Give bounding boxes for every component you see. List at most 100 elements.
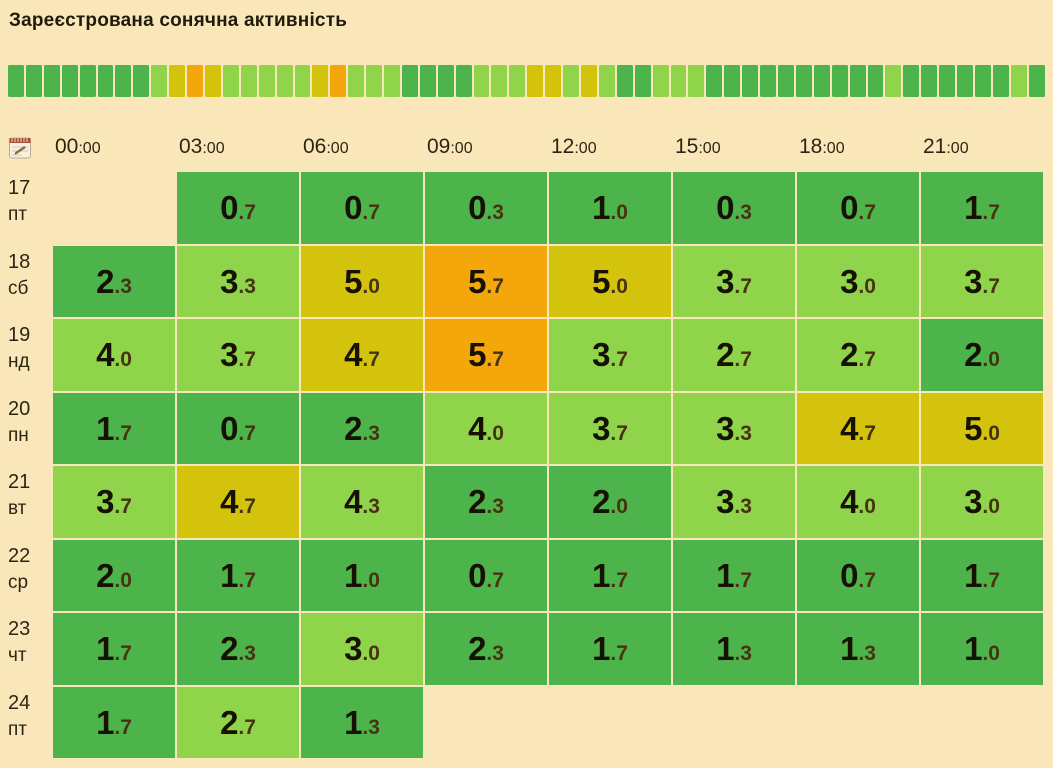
strip-cell <box>992 65 1009 97</box>
value-cell: 5.0 <box>549 245 671 317</box>
value-cell: 2.3 <box>177 613 299 685</box>
strip-cell <box>115 65 132 97</box>
strip-cell <box>276 65 293 97</box>
day-label: 20 пн <box>0 393 51 465</box>
strip-cell <box>1028 65 1045 97</box>
strip-cell <box>777 65 794 97</box>
strip-cell <box>258 65 275 97</box>
day-label: 19 нд <box>0 319 51 391</box>
strip-cell <box>903 65 920 97</box>
strip-cell <box>473 65 490 97</box>
page-title: Зареєстрована сонячна активність <box>9 10 348 31</box>
value-cell: 3.7 <box>549 392 671 464</box>
strip-cell <box>1010 65 1027 97</box>
day-date: 24 <box>8 691 31 714</box>
day-weekday: пт <box>8 204 27 225</box>
value-cell: 2.7 <box>797 319 919 391</box>
time-label: 09:00 <box>427 135 473 158</box>
strip-cell <box>724 65 741 97</box>
day-date: 22 <box>8 544 31 567</box>
notepad-calendar-icon <box>0 134 51 160</box>
day-date: 23 <box>8 618 31 640</box>
day-weekday: пт <box>8 718 27 740</box>
strip-cell <box>527 65 544 97</box>
value-cell: 3.7 <box>549 319 671 391</box>
value-cell: 0.7 <box>177 392 299 464</box>
time-label: 12:00 <box>551 135 597 158</box>
strip-cell <box>742 65 759 97</box>
time-label: 15:00 <box>675 135 721 158</box>
strip-cell <box>151 65 168 97</box>
day-label: 24 пт <box>0 687 51 759</box>
value-cell: 0.7 <box>797 172 919 244</box>
strip-cell <box>974 65 991 97</box>
strip-cell <box>634 65 651 97</box>
time-header: 00:00 03:00 06:00 09:00 12:00 15:00 18:00 21:00 <box>0 130 1045 164</box>
day-weekday: ср <box>8 571 29 593</box>
empty-cell <box>53 172 175 244</box>
strip-cell <box>813 65 830 97</box>
strip-cell <box>831 65 848 97</box>
value-cell: 1.7 <box>921 172 1043 244</box>
value-cell: 4.0 <box>797 466 919 538</box>
day-weekday: чт <box>8 645 27 666</box>
value-cell: 1.7 <box>549 539 671 611</box>
empty-cell <box>921 687 1043 759</box>
strip-cell <box>885 65 902 97</box>
day-label: 22 ср <box>0 540 51 612</box>
strip-cell <box>222 65 239 97</box>
strip-cell <box>312 65 329 97</box>
activity-strip <box>8 65 1045 97</box>
strip-cell <box>8 65 24 97</box>
value-cell: 1.7 <box>673 539 795 611</box>
value-cell: 1.7 <box>549 613 671 685</box>
strip-cell <box>563 65 579 97</box>
value-cell: 1.7 <box>921 539 1043 611</box>
empty-cell <box>425 687 547 759</box>
time-label: 00:00 <box>55 135 101 158</box>
strip-cell <box>670 65 687 97</box>
value-cell: 3.7 <box>177 319 299 391</box>
day-date: 19 <box>8 324 31 346</box>
strip-cell <box>598 65 615 97</box>
value-cell: 2.0 <box>549 466 671 538</box>
strip-cell <box>437 65 454 97</box>
day-label: 18 сб <box>0 246 51 318</box>
value-cell: 4.3 <box>301 466 423 538</box>
value-cell: 2.0 <box>53 539 175 611</box>
strip-cell <box>294 65 311 97</box>
time-label: 21:00 <box>923 135 969 158</box>
value-cell: 3.3 <box>673 392 795 464</box>
value-cell: 0.3 <box>673 172 795 244</box>
value-cell: 1.7 <box>177 539 299 611</box>
strip-cell <box>348 65 365 97</box>
strip-cell <box>616 65 633 97</box>
value-cell: 1.7 <box>53 392 175 464</box>
value-cell: 3.3 <box>673 466 795 538</box>
value-cell: 2.7 <box>673 319 795 391</box>
value-cell: 5.7 <box>425 319 547 391</box>
value-cell: 5.0 <box>301 245 423 317</box>
day-weekday: нд <box>8 351 30 372</box>
value-cell: 4.7 <box>301 319 423 391</box>
value-cell: 1.0 <box>921 613 1043 685</box>
day-weekday: сб <box>8 277 29 299</box>
day-date: 21 <box>8 471 31 493</box>
strip-cell <box>97 65 114 97</box>
strip-cell <box>957 65 973 97</box>
day-weekday: пн <box>8 424 29 446</box>
empty-cell <box>549 687 671 759</box>
value-cell: 3.3 <box>177 245 299 317</box>
strip-cell <box>384 65 400 97</box>
strip-cell <box>706 65 723 97</box>
value-cell: 2.3 <box>425 466 547 538</box>
strip-cell <box>133 65 150 97</box>
strip-cell <box>652 65 669 97</box>
strip-cell <box>43 65 60 97</box>
strip-cell <box>419 65 436 97</box>
value-cell: 2.7 <box>177 686 299 758</box>
empty-cell <box>673 687 795 759</box>
value-cell: 1.7 <box>53 686 175 758</box>
day-weekday: вт <box>8 498 27 519</box>
strip-cell <box>366 65 383 97</box>
